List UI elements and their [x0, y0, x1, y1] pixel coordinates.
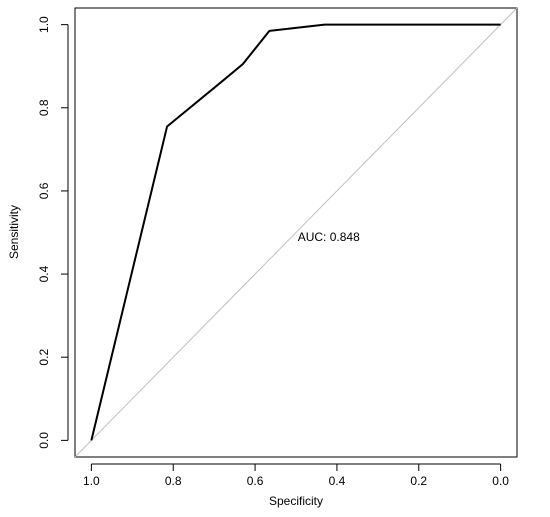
- y-tick-label: 0.2: [37, 349, 51, 366]
- x-tick-label: 0.6: [247, 474, 264, 488]
- plot-frame: [74, 7, 518, 458]
- y-tick-label: 0.0: [37, 432, 51, 449]
- y-tick-label: 0.6: [37, 182, 51, 199]
- x-axis-title: Specificity: [269, 494, 323, 508]
- auc-annotation: AUC: 0.848: [298, 230, 360, 244]
- reference-line-layer: [74, 7, 518, 458]
- x-tick-label: 0.4: [329, 474, 346, 488]
- x-tick-label: 1.0: [83, 474, 100, 488]
- y-tick-label: 1.0: [37, 16, 51, 33]
- y-tick-label: 0.4: [37, 265, 51, 282]
- y-axis-title: Sensitivity: [7, 205, 21, 259]
- y-tick-label: 0.8: [37, 99, 51, 116]
- roc-curve-line: [90, 23, 501, 441]
- annotation-layer: AUC: 0.848: [298, 230, 360, 244]
- reference-diagonal-line: [74, 7, 518, 458]
- x-tick-label: 0.0: [492, 474, 509, 488]
- x-tick-label: 0.2: [410, 474, 427, 488]
- x-tick-label: 0.8: [165, 474, 182, 488]
- y-axis: 0.0 0.2 0.4 0.6 0.8 1.0: [37, 16, 69, 449]
- series-layer: [90, 23, 501, 441]
- x-axis: 1.0 0.8 0.6 0.4 0.2 0.0: [83, 463, 509, 488]
